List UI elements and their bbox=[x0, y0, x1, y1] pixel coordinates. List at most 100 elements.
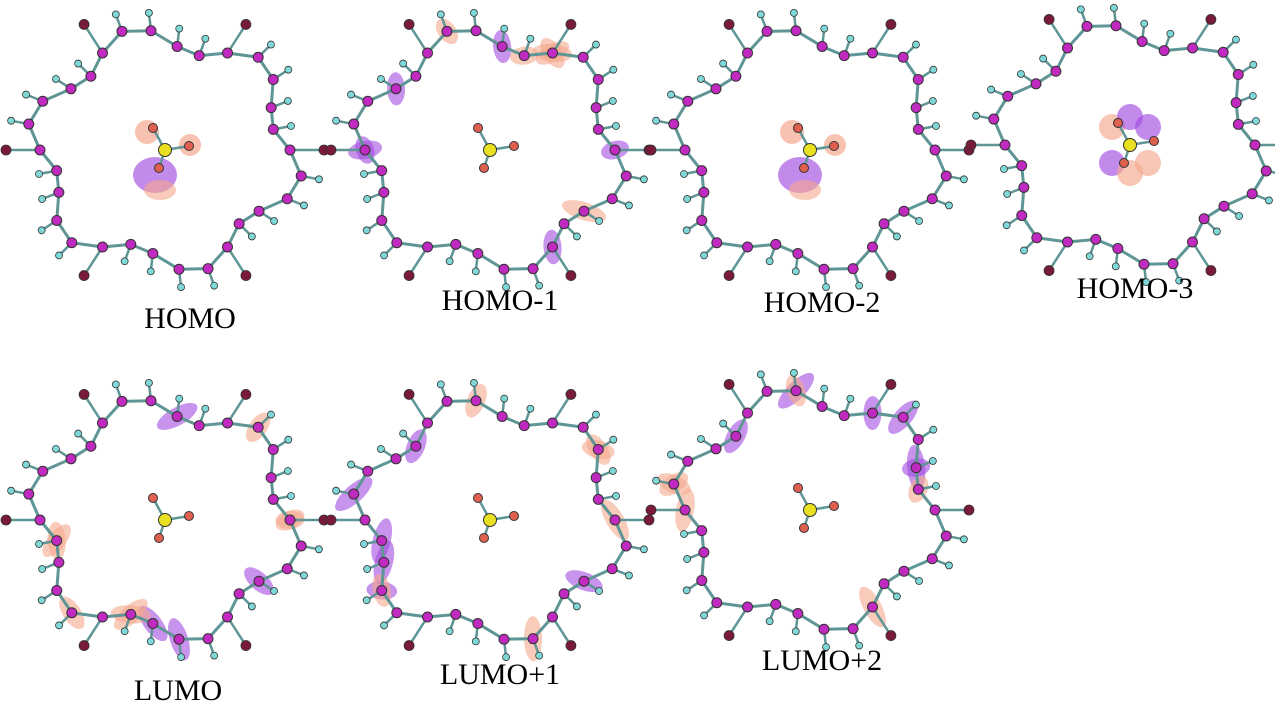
atom bbox=[793, 123, 803, 133]
atom bbox=[1090, 233, 1102, 245]
atom bbox=[565, 19, 577, 30]
atom bbox=[898, 205, 910, 217]
atom bbox=[281, 193, 293, 205]
atom bbox=[1142, 278, 1150, 287]
atom bbox=[711, 237, 723, 249]
atom bbox=[847, 623, 859, 635]
atom bbox=[471, 637, 480, 646]
orbital-lobe bbox=[1117, 104, 1143, 130]
atom bbox=[1016, 209, 1028, 221]
atom bbox=[822, 643, 830, 652]
atom bbox=[436, 10, 445, 19]
atom bbox=[518, 420, 530, 432]
atom bbox=[1167, 258, 1179, 270]
atom bbox=[928, 97, 937, 105]
atom bbox=[441, 25, 453, 37]
atom bbox=[1076, 5, 1085, 14]
atom bbox=[111, 10, 120, 19]
atom bbox=[360, 170, 368, 178]
atom bbox=[945, 201, 953, 210]
atom bbox=[612, 492, 620, 500]
atom bbox=[445, 627, 454, 636]
atom bbox=[535, 281, 544, 290]
panel-label: HOMO-3 bbox=[1077, 272, 1194, 305]
atom bbox=[609, 435, 618, 444]
atom bbox=[1002, 90, 1014, 102]
atom bbox=[38, 195, 47, 203]
atom bbox=[682, 586, 691, 595]
atom bbox=[284, 65, 293, 74]
atom bbox=[78, 389, 90, 400]
atom bbox=[820, 384, 829, 393]
atom bbox=[380, 621, 388, 630]
orbital-lobe bbox=[144, 180, 176, 200]
atom bbox=[711, 597, 723, 609]
atom bbox=[210, 651, 219, 660]
atom bbox=[362, 596, 371, 605]
atom bbox=[284, 435, 293, 444]
atom bbox=[960, 175, 968, 184]
atom bbox=[509, 141, 519, 151]
bond bbox=[83, 616, 104, 647]
bond bbox=[83, 246, 104, 277]
atom bbox=[399, 59, 408, 68]
atom bbox=[915, 217, 923, 225]
bond bbox=[871, 383, 892, 414]
atom bbox=[315, 545, 323, 554]
atom bbox=[696, 525, 708, 537]
atom bbox=[473, 123, 483, 133]
atom bbox=[284, 514, 296, 526]
atom bbox=[22, 90, 30, 99]
bond bbox=[226, 616, 247, 647]
atom bbox=[315, 175, 323, 184]
atom bbox=[846, 34, 855, 43]
atom bbox=[1149, 136, 1159, 146]
atom bbox=[158, 143, 172, 157]
atom bbox=[799, 163, 809, 173]
atom bbox=[173, 263, 185, 275]
atom bbox=[287, 492, 295, 500]
atom bbox=[399, 429, 408, 438]
atom bbox=[803, 143, 817, 157]
atom bbox=[347, 90, 355, 99]
atom bbox=[65, 453, 77, 465]
atom bbox=[816, 40, 828, 52]
bond bbox=[226, 393, 247, 424]
atom bbox=[78, 19, 90, 30]
atom bbox=[765, 617, 774, 626]
atom bbox=[51, 214, 63, 226]
atom bbox=[281, 563, 293, 575]
atom bbox=[470, 25, 482, 37]
atom bbox=[700, 251, 708, 260]
atom bbox=[878, 578, 890, 590]
atom bbox=[23, 488, 35, 500]
atom bbox=[867, 47, 878, 59]
atom bbox=[283, 97, 292, 105]
atom bbox=[377, 75, 385, 83]
atom bbox=[838, 410, 850, 422]
atom bbox=[667, 90, 675, 99]
atom bbox=[496, 40, 508, 52]
atom bbox=[470, 8, 478, 17]
atom bbox=[78, 270, 90, 281]
atom bbox=[202, 633, 214, 645]
atom bbox=[146, 267, 155, 276]
atom bbox=[500, 394, 509, 403]
atom bbox=[154, 533, 164, 543]
atom bbox=[1249, 139, 1261, 151]
atom bbox=[147, 618, 159, 630]
atom bbox=[625, 571, 633, 580]
atom bbox=[710, 83, 722, 95]
bond bbox=[1048, 241, 1069, 272]
atom bbox=[74, 429, 83, 438]
atom bbox=[363, 195, 372, 203]
atom bbox=[606, 193, 618, 205]
atom bbox=[572, 232, 581, 241]
atom bbox=[1246, 188, 1258, 200]
atom bbox=[267, 74, 279, 86]
atom bbox=[65, 83, 77, 95]
atom bbox=[267, 444, 279, 456]
atom bbox=[926, 193, 938, 205]
atom bbox=[0, 514, 12, 526]
molecules bbox=[0, 3, 1275, 662]
